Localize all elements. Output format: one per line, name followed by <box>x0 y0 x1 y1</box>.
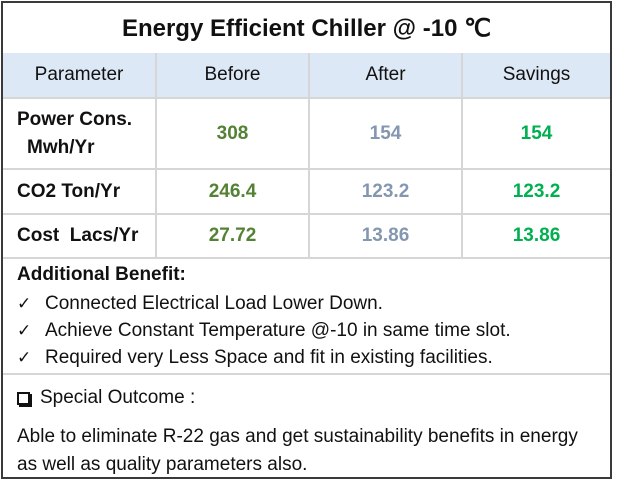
benefit-text: Required very Less Space and fit in exis… <box>45 346 493 368</box>
outcome-heading-row: Special Outcome : <box>17 385 610 411</box>
table-header-row: Parameter Before After Savings <box>3 53 610 99</box>
savings-value: 13.86 <box>512 225 561 246</box>
special-outcome-section: Special Outcome : Able to eliminate R-22… <box>3 377 610 477</box>
after-value: 123.2 <box>310 170 463 213</box>
outcome-text: Able to eliminate R-22 gas and get susta… <box>17 426 578 475</box>
header-after: After <box>310 53 463 97</box>
savings-value: 123.2 <box>512 180 561 202</box>
header-savings: Savings <box>502 64 571 85</box>
parameter-cell: CO2 Ton/Yr <box>3 170 157 213</box>
benefit-text: Connected Electrical Load Lower Down. <box>45 292 383 314</box>
parameter-cell: Power Cons. Mwh/Yr <box>3 99 157 168</box>
checkmark-icon: ✓ <box>17 293 32 314</box>
list-item: ✓ Required very Less Space and fit in ex… <box>17 344 610 371</box>
list-item: ✓ Achieve Constant Temperature @-10 in s… <box>17 317 610 344</box>
checkmark-icon: ✓ <box>17 347 32 368</box>
chiller-summary-panel: Energy Efficient Chiller @ -10 ℃ Paramet… <box>1 1 612 479</box>
before-value: 27.72 <box>157 215 310 257</box>
comparison-table: Parameter Before After Savings Power Con… <box>3 53 610 259</box>
page-title: Energy Efficient Chiller @ -10 ℃ <box>3 3 610 55</box>
after-value: 154 <box>310 99 463 168</box>
before-value: 308 <box>157 99 310 168</box>
parameter-line1: Power Cons. <box>17 108 133 130</box>
benefit-text: Achieve Constant Temperature @-10 in sam… <box>45 319 511 341</box>
after-value: 13.86 <box>310 215 463 257</box>
outcome-heading: Special Outcome : <box>40 387 196 408</box>
table-row: Power Cons. Mwh/Yr 308 154 154 <box>3 99 610 170</box>
before-value: 246.4 <box>157 170 310 213</box>
checkbox-icon <box>17 391 30 405</box>
parameter-line2: Mwh/Yr <box>27 136 95 158</box>
table-row: Cost Lacs/Yr 27.72 13.86 13.86 <box>3 215 610 259</box>
list-item: ✓ Connected Electrical Load Lower Down. <box>17 290 610 317</box>
benefit-heading: Additional Benefit: <box>17 264 186 285</box>
header-before: Before <box>157 53 310 97</box>
header-parameter: Parameter <box>3 53 157 97</box>
checkmark-icon: ✓ <box>17 320 32 341</box>
table-row: CO2 Ton/Yr 246.4 123.2 123.2 <box>3 170 610 215</box>
parameter-cell: Cost Lacs/Yr <box>3 215 157 257</box>
savings-value: 154 <box>520 122 553 144</box>
additional-benefit-section: Additional Benefit: ✓ Connected Electric… <box>3 257 610 375</box>
